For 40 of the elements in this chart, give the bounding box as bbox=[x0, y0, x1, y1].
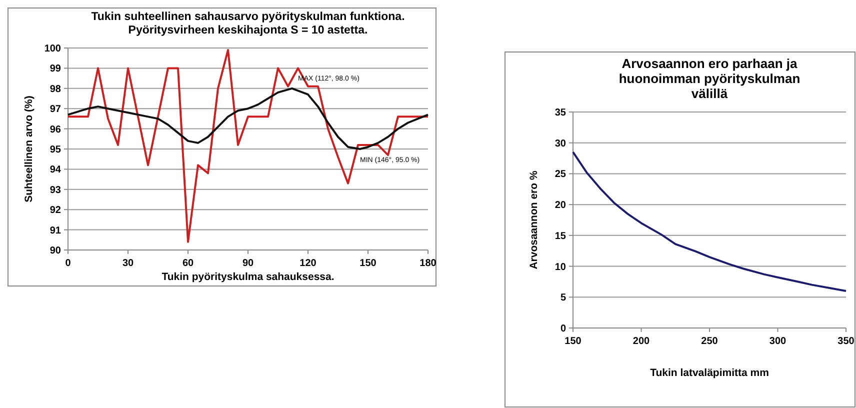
y-axis-title: Suhteellinen arvo (%) bbox=[23, 96, 35, 202]
y-tick-label: 35 bbox=[554, 108, 566, 118]
y-tick-label: 30 bbox=[554, 138, 566, 150]
y-tick-label: 20 bbox=[554, 200, 566, 212]
x-axis-title: Tukin pyörityskulma sahauksessa. bbox=[162, 271, 334, 283]
y-tick-label: 96 bbox=[50, 124, 62, 136]
y-tick-label: 97 bbox=[50, 104, 62, 116]
y-tick-label: 99 bbox=[50, 64, 62, 75]
y-tick-label: 90 bbox=[50, 246, 62, 256]
y-tick-label: 25 bbox=[554, 169, 566, 180]
x-axis-title: Tukin latvaläpimitta mm bbox=[650, 367, 769, 379]
y-tick-label: 10 bbox=[554, 262, 566, 273]
y-tick-label: 91 bbox=[50, 225, 62, 236]
y-tick-label: 15 bbox=[554, 230, 566, 242]
x-tick-label: 250 bbox=[701, 336, 718, 347]
y-axis-title: Arvosaannon ero % bbox=[528, 170, 540, 270]
chart-title: Tukin suhteellinen sahausarvo pyörityskulman funktiona. Pyöritysvirheen keskihajonta S = 10 astetta. bbox=[91, 11, 405, 36]
line-series bbox=[67, 87, 429, 150]
y-tick-label: 0 bbox=[560, 324, 566, 334]
x-tick-label: 0 bbox=[65, 258, 72, 269]
chart-title: Arvosaannon ero parhaan ja huonoimman pyörityskulman välillä bbox=[618, 56, 800, 101]
x-tick-label: 60 bbox=[182, 258, 194, 269]
y-tick-label: 98 bbox=[50, 84, 62, 95]
y-tick-label: 95 bbox=[50, 144, 62, 156]
y-tick-label: 92 bbox=[50, 205, 62, 216]
line-series bbox=[572, 151, 847, 292]
x-tick-label: 90 bbox=[242, 258, 254, 269]
x-tick-label: 350 bbox=[838, 336, 855, 347]
x-tick-label: 200 bbox=[632, 336, 650, 347]
y-tick-label: 94 bbox=[50, 164, 62, 176]
x-tick-label: 300 bbox=[769, 336, 787, 347]
x-tick-label: 120 bbox=[300, 258, 317, 269]
y-tick-label: 100 bbox=[44, 44, 62, 54]
x-tick-label: 180 bbox=[420, 258, 437, 269]
x-tick-label: 150 bbox=[564, 336, 582, 347]
y-tick-label: 5 bbox=[560, 292, 566, 304]
line-series bbox=[67, 49, 429, 243]
x-tick-label: 30 bbox=[122, 258, 134, 269]
x-tick-label: 150 bbox=[360, 258, 377, 269]
y-tick-label: 93 bbox=[50, 184, 62, 196]
